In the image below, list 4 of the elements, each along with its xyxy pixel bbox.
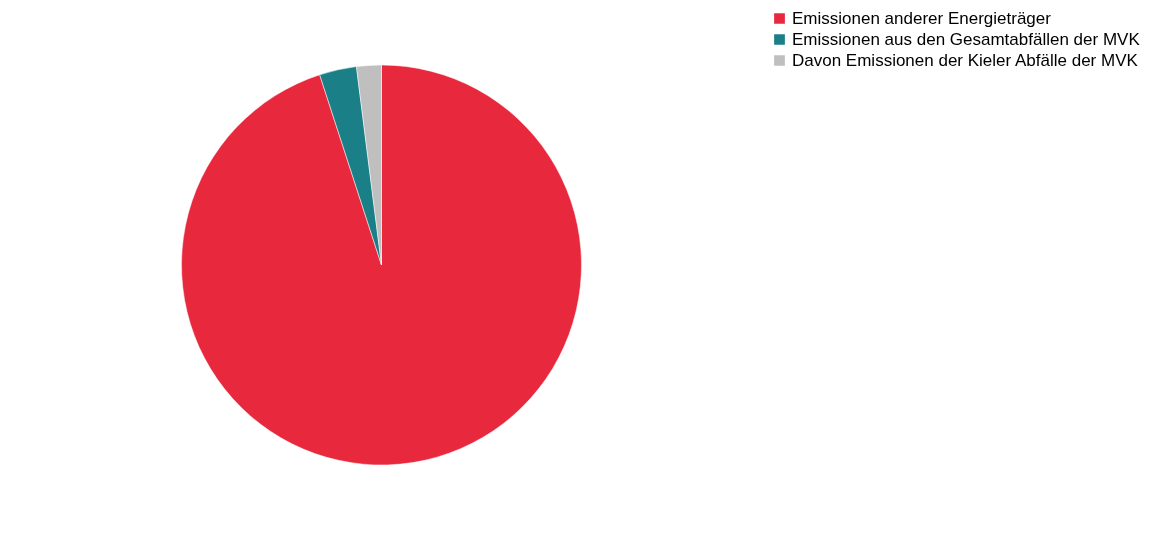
legend-label: Emissionen aus den Gesamtabfällen der MVK (792, 29, 1141, 49)
legend-label: Emissionen anderer Energieträger (792, 8, 1052, 28)
legend-label: Davon Emissionen der Kieler Abfälle der MVK (792, 50, 1139, 70)
pie-slice (181, 64, 582, 466)
